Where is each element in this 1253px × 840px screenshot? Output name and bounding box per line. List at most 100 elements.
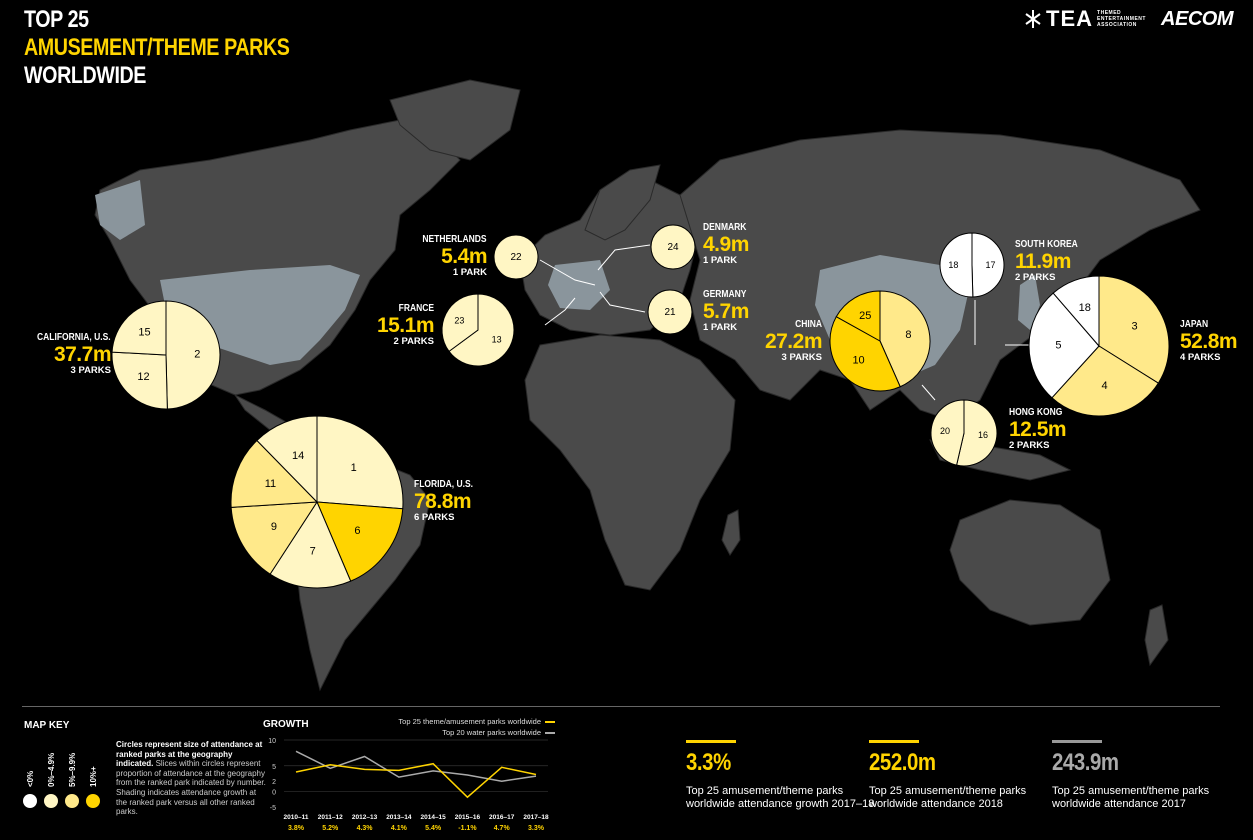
pie-slice-label: 17: [986, 260, 996, 270]
leader-hk: [921, 384, 936, 401]
region-name: NETHERLANDS: [422, 234, 487, 245]
pie-slice-label: 20: [940, 426, 950, 436]
region-attendance: 37.7m: [53, 343, 112, 366]
pie-slice: [316, 501, 404, 582]
pie-slice-label: 25: [859, 310, 871, 322]
pie-slice-label: 6: [354, 525, 360, 537]
pie-slice: [165, 300, 221, 410]
title-line-2: AMUSEMENT/THEME PARKS: [24, 34, 290, 61]
x-tick-label: 2011–12: [318, 814, 343, 821]
pie-slice-label: 7: [310, 546, 316, 558]
key-label: 5%–9.9%: [68, 753, 77, 787]
pie-slice-label: 22: [510, 252, 522, 263]
title-line-1: TOP 25: [24, 6, 89, 33]
region-parks: 1 PARK: [452, 267, 487, 278]
callout-south-korea: SOUTH KOREA 11.9m 2 PARKS: [1015, 240, 1089, 283]
pie-slice: [316, 415, 404, 510]
x-tick-label: 2016–17: [489, 814, 515, 821]
y-tick-label: 0: [272, 790, 276, 797]
stat-growth: 3.3% Top 25 amusement/theme parks worldw…: [686, 740, 876, 810]
series-line: [295, 762, 537, 799]
region-parks: 2 PARKS: [1009, 440, 1050, 451]
region-name: DENMARK: [703, 222, 747, 233]
x-value-label: 4.7%: [494, 825, 511, 832]
region-name: JAPAN: [1180, 319, 1209, 330]
map-key-title: MAP KEY: [24, 720, 70, 731]
pie-charts: 2121516791114221323242181025171834518162…: [111, 224, 1170, 589]
stat-bar: [869, 740, 919, 743]
y-tick-label: -5: [270, 805, 276, 812]
region-parks: 1 PARK: [703, 255, 738, 266]
pie-slice: [955, 399, 998, 467]
stat-value: 3.3%: [686, 749, 731, 776]
region-parks: 2 PARKS: [1015, 272, 1056, 283]
pie-slice-label: 23: [454, 316, 464, 326]
x-value-label: 4.3%: [357, 825, 374, 832]
pie-denmark: 24: [650, 224, 696, 270]
tea-logo-text: TEA: [1046, 6, 1094, 31]
world-map: 2121516791114221323242181025171834518162…: [94, 79, 1201, 692]
region-name: FLORIDA, U.S.: [414, 479, 474, 490]
region-name: GERMANY: [703, 289, 747, 300]
pie-slice: [647, 289, 693, 335]
stat-bar: [1052, 740, 1102, 743]
stat-2017: 243.9m Top 25 amusement/theme parks worl…: [1052, 740, 1242, 810]
region-parks: 4 PARKS: [1180, 352, 1221, 363]
pie-slice: [441, 293, 479, 353]
stat-2018: 252.0m Top 25 amusement/theme parks worl…: [869, 740, 1059, 810]
pie-slice-label: 24: [667, 242, 679, 253]
key-swatch: [65, 794, 79, 808]
leader-lines: [539, 244, 1030, 401]
x-tick-label: 2015–16: [455, 814, 481, 821]
continents: [94, 79, 1201, 692]
tea-logo: TEA THEMED ENTERTAINMENT ASSOCIATION: [1024, 6, 1145, 32]
map-key-swatches: <0% 0%–4.9% 5%–9.9% 10%+: [23, 753, 100, 808]
pie-slice: [1098, 275, 1170, 384]
legend-swatch: [545, 720, 555, 723]
pie-slice-label: 13: [492, 334, 502, 344]
x-value-label: 3.3%: [528, 825, 545, 832]
callout-france: FRANCE 15.1m 2 PARKS: [376, 304, 435, 347]
pie-slice-label: 10: [852, 355, 864, 367]
growth-chart: 10 5 0 2 -5 2010–11 3.8% 2011–12 5.2% 2012–13 4.3%…: [268, 738, 549, 832]
stat-bar: [686, 740, 736, 743]
pie-slice-label: 11: [265, 478, 276, 490]
pie-netherlands: 22: [493, 234, 539, 280]
region-attendance: 27.2m: [764, 330, 823, 353]
africa: [524, 334, 736, 591]
western-europe-highlight: [548, 260, 610, 310]
key-swatch: [23, 794, 37, 808]
pie-slice: [230, 439, 319, 508]
region-parks: 2 PARKS: [393, 336, 434, 347]
y-tick-label: 10: [268, 738, 276, 745]
region-attendance: 15.1m: [376, 314, 435, 337]
x-tick-label: 2013–14: [386, 814, 412, 821]
region-attendance: 5.7m: [703, 300, 749, 323]
pie-slice: [835, 290, 881, 342]
x-value-label: 5.2%: [322, 825, 339, 832]
x-tick-label: 2014–15: [420, 814, 446, 821]
pie-slice: [230, 501, 318, 575]
tea-star-icon: [1025, 10, 1041, 28]
pie-slice-label: 1: [351, 462, 357, 474]
region-name: HONG KONG: [1009, 407, 1063, 418]
x-value-label: 3.8%: [288, 825, 305, 832]
x-tick-label: 2017–18: [523, 814, 549, 821]
pie-slice-label: 14: [292, 450, 304, 462]
pie-slice: [879, 290, 931, 388]
aecom-logo: AECOM: [1161, 7, 1233, 30]
pie-florida: 1 6 7 9 11 14: [230, 415, 404, 589]
region-attendance: 52.8m: [1180, 330, 1238, 353]
pie-slice: [971, 232, 1005, 298]
key-swatch: [86, 794, 100, 808]
leader-netherlands: [539, 259, 596, 286]
pie-slice: [829, 315, 901, 392]
pie-france: 13 23: [441, 293, 515, 367]
pie-slice: [930, 399, 965, 466]
pie-slice: [939, 232, 974, 298]
region-parks: 1 PARK: [703, 322, 738, 333]
key-label: 0%–4.9%: [47, 753, 56, 787]
pie-japan: 3 4 5 18: [1028, 275, 1170, 417]
legend-theme-parks: Top 25 theme/amusement parks worldwide: [398, 717, 555, 726]
